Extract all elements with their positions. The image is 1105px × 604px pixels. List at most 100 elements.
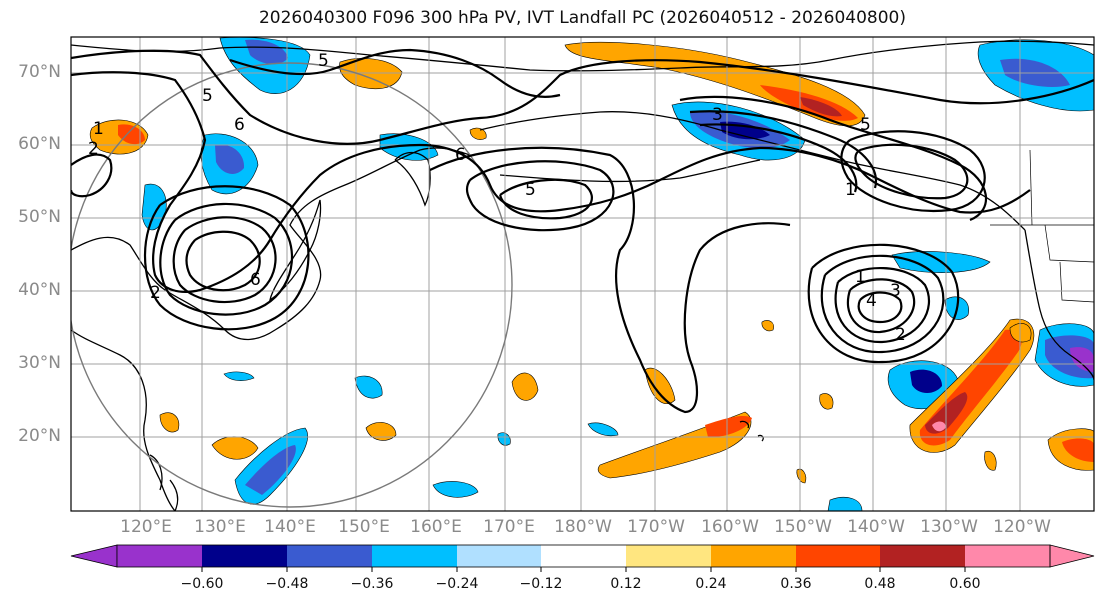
shade-orange (159, 412, 180, 433)
colorbar-tick-label: 0.24 (695, 576, 727, 592)
lat-label: 70°N (18, 62, 61, 82)
border-line (1059, 261, 1094, 303)
map-frame (70, 36, 1095, 512)
lon-label: 160°E (410, 517, 462, 537)
shade-orange (644, 367, 676, 405)
shade-orange (819, 393, 834, 410)
pv-contours (71, 48, 1094, 414)
contour-label: 6 (250, 270, 261, 290)
shading-layer (89, 37, 1094, 511)
coastline-aleutians (499, 159, 761, 183)
colorbar-segment (541, 545, 626, 567)
contour-label: 6 (234, 115, 245, 135)
lon-label: 170°W (627, 517, 685, 537)
lon-label: 160°W (701, 517, 759, 537)
border-line (1044, 224, 1094, 263)
shade-red (118, 124, 145, 145)
lon-label: 180°W (554, 517, 612, 537)
contour-line (498, 178, 593, 220)
shade-orange (761, 320, 774, 332)
contour-line (820, 254, 945, 354)
coastline-philippines (149, 454, 179, 511)
contour-label: 5 (525, 180, 536, 200)
shade-blue (223, 371, 255, 381)
coastline-alaska (479, 111, 1026, 231)
contour-line (71, 71, 1031, 293)
lon-label: 120°W (993, 517, 1051, 537)
shade-orange (511, 372, 539, 401)
political-borders (990, 149, 1094, 303)
contour-line (699, 123, 858, 193)
contour-line (854, 143, 969, 200)
contour-line (71, 49, 1094, 145)
shade-blue (141, 183, 167, 231)
colorbar-tick-label: −0.36 (350, 576, 394, 592)
colorbar-tick-label: 0.36 (780, 576, 812, 592)
coastline-china (71, 329, 176, 511)
colorbar-arrow-high (1049, 544, 1095, 568)
map-panel: 1 2 5 6 5 5 6 5 3 1 6 2 1 3 4 2 (71, 37, 1094, 511)
lat-label: 60°N (18, 134, 61, 154)
contour-labels: 1 2 5 6 5 5 6 5 3 1 6 2 1 3 4 2 (88, 51, 906, 345)
contour-label: 4 (866, 291, 877, 311)
contour-line (144, 185, 310, 331)
contour-line (689, 110, 878, 189)
shade-orange (211, 436, 259, 460)
lon-label: 140°E (264, 517, 316, 537)
contour-label: 3 (712, 105, 723, 125)
map-title: 2026040300 F096 300 hPa PV, IVT Landfall… (258, 8, 906, 28)
lat-label: 30°N (18, 353, 61, 373)
contour-line (159, 202, 294, 316)
contour-line (71, 153, 113, 198)
colorbar-ticks (201, 567, 966, 572)
contour-label: 2 (88, 139, 99, 159)
range-circle (71, 62, 513, 508)
colorbar-segment (626, 545, 711, 567)
contour-line (172, 216, 277, 304)
shade-darkblue (245, 445, 296, 495)
colorbar-frame (116, 544, 1051, 568)
contour-line (429, 146, 791, 414)
shade-blue (497, 432, 511, 446)
colorbar-segment (372, 545, 457, 567)
lon-label: 150°W (774, 517, 832, 537)
lon-label: 140°W (847, 517, 905, 537)
contour-line (807, 243, 960, 364)
contour-line (185, 230, 261, 292)
shade-orange (469, 127, 487, 140)
shade-blue (827, 497, 863, 511)
contour-label: 5 (318, 51, 329, 71)
coastline-japan (269, 199, 322, 302)
colorbar-arrow-low (70, 544, 118, 568)
colorbar-tick-label: 0.60 (949, 576, 981, 592)
shade-blue (354, 375, 383, 399)
shade-blue (587, 422, 619, 437)
lat-label: 40°N (18, 280, 61, 300)
colorbar-segment (711, 545, 796, 567)
contour-label: 6 (455, 145, 466, 165)
contour-line (229, 48, 561, 98)
contour-label: 1 (855, 267, 866, 287)
contour-label: 2 (150, 283, 161, 303)
contour-line (679, 95, 988, 222)
shade-pink (932, 421, 946, 432)
lon-label: 170°E (483, 517, 535, 537)
contour-label: 2 (895, 325, 906, 345)
lat-label: 50°N (18, 207, 61, 227)
shade-orange (796, 468, 807, 484)
lat-label: 20°N (18, 426, 61, 446)
colorbar-tick-label: −0.60 (180, 576, 224, 592)
contour-line (857, 291, 903, 324)
colorbar-tick-label: 0.48 (864, 576, 896, 592)
contour-label: 1 (845, 180, 856, 200)
colorbar-tick-label: 0.12 (610, 576, 642, 592)
coastline-north-america (1024, 229, 1094, 381)
shade-darkblue (215, 144, 245, 174)
contour-label: 5 (860, 115, 871, 135)
colorbar-segment (457, 545, 541, 567)
colorbar-segment (965, 545, 1050, 567)
lon-label: 130°E (194, 517, 246, 537)
contour-label: 1 (93, 119, 104, 139)
coastline-asia (71, 147, 471, 341)
